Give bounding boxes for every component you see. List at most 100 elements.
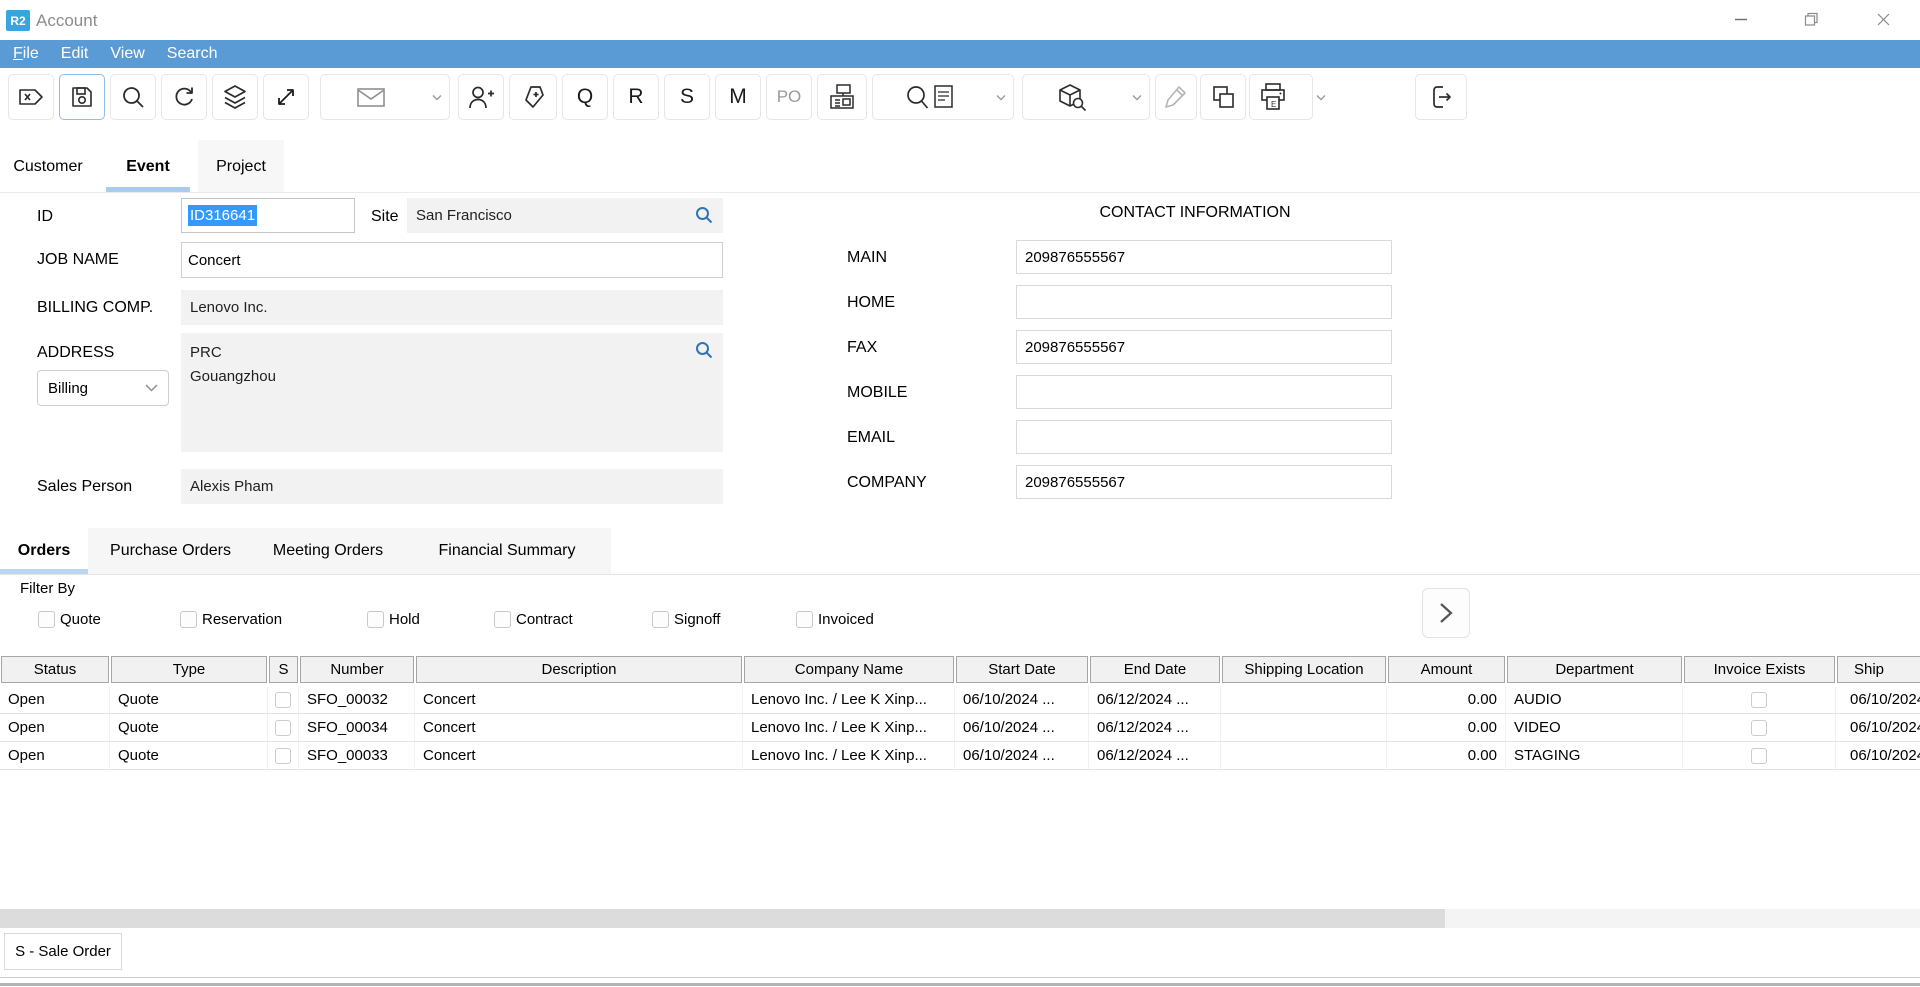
col-ship[interactable]: Ship (1837, 656, 1920, 683)
main-phone-input[interactable] (1016, 240, 1392, 274)
quote-letter-button[interactable]: Q (562, 74, 608, 120)
mail-button[interactable] (320, 74, 450, 120)
sale-letter-button[interactable]: S (664, 74, 710, 120)
col-amount[interactable]: Amount (1388, 656, 1505, 683)
next-panel-button[interactable] (1422, 588, 1470, 638)
tab-event[interactable]: Event (100, 140, 196, 193)
invoice-exists-checkbox[interactable] (1751, 719, 1767, 736)
print-button[interactable]: E (1249, 74, 1326, 120)
tab-customer[interactable]: Customer (0, 140, 96, 193)
search-button[interactable] (110, 74, 156, 120)
tab-orders[interactable]: Orders (0, 528, 88, 574)
tab-meeting-orders[interactable]: Meeting Orders (253, 528, 403, 574)
col-s[interactable]: S (269, 656, 298, 683)
menu-search[interactable]: Search (166, 45, 218, 62)
horizontal-scrollbar-thumb[interactable] (0, 909, 1445, 928)
cell-invoice-exists (1683, 686, 1836, 713)
col-department[interactable]: Department (1507, 656, 1682, 683)
sales-person-label: Sales Person (37, 478, 133, 495)
box-search-button[interactable] (1022, 74, 1150, 120)
sale-order-checkbox[interactable] (275, 691, 291, 708)
hold-checkbox[interactable] (367, 611, 384, 628)
search-document-button[interactable] (872, 74, 1014, 120)
close-record-button[interactable] (8, 74, 54, 120)
signoff-checkbox[interactable] (652, 611, 669, 628)
col-company-name[interactable]: Company Name (744, 656, 954, 683)
job-name-input[interactable]: Concert (181, 242, 723, 278)
filter-invoiced[interactable]: Invoiced (796, 611, 874, 628)
filter-hold[interactable]: Hold (367, 611, 420, 628)
minimize-button[interactable] (1724, 4, 1758, 34)
col-end-date[interactable]: End Date (1090, 656, 1220, 683)
cell-status: Open (0, 686, 110, 713)
copy-button[interactable] (1200, 74, 1246, 120)
col-number[interactable]: Number (300, 656, 414, 683)
reservation-checkbox[interactable] (180, 611, 197, 628)
mail-dropdown-chevron[interactable] (432, 94, 442, 101)
restore-button[interactable] (1794, 4, 1828, 34)
fax-icon (830, 84, 854, 109)
cell-ship: 06/10/2024 ... (1836, 742, 1920, 769)
invoiced-checkbox[interactable] (796, 611, 813, 628)
col-shipping-location[interactable]: Shipping Location (1222, 656, 1386, 683)
print-dropdown-chevron[interactable] (1316, 94, 1326, 101)
add-contact-button[interactable] (458, 74, 504, 120)
expand-button[interactable] (263, 74, 309, 120)
save-button[interactable] (59, 74, 105, 120)
quote-checkbox[interactable] (38, 611, 55, 628)
sale-order-checkbox[interactable] (275, 747, 291, 764)
close-button[interactable] (1866, 4, 1900, 34)
filter-signoff[interactable]: Signoff (652, 611, 720, 628)
meeting-letter-button[interactable]: M (715, 74, 761, 120)
tab-purchase-orders[interactable]: Purchase Orders (88, 528, 253, 574)
order-row[interactable]: Open Quote SFO_00034 Concert Lenovo Inc.… (0, 714, 1920, 742)
layers-button[interactable] (212, 74, 258, 120)
filter-contract[interactable]: Contract (494, 611, 573, 628)
invoice-exists-checkbox[interactable] (1751, 747, 1767, 764)
refresh-button[interactable] (161, 74, 207, 120)
address-type-select[interactable]: Billing (37, 370, 169, 406)
filter-by-label: Filter By (20, 580, 76, 597)
fax-number-input[interactable] (1016, 330, 1392, 364)
col-description[interactable]: Description (416, 656, 742, 683)
address-field[interactable]: PRC Gouangzhou (181, 333, 723, 452)
home-phone-input[interactable] (1016, 285, 1392, 319)
menu-edit[interactable]: Edit (60, 45, 89, 62)
tab-project[interactable]: Project (198, 140, 284, 193)
site-value: San Francisco (416, 207, 512, 224)
sale-order-legend[interactable]: S - Sale Order (4, 933, 122, 970)
menu-file[interactable]: File (13, 45, 39, 62)
search-document-dropdown-chevron[interactable] (996, 94, 1006, 101)
cell-department: STAGING (1506, 742, 1683, 769)
mobile-phone-input[interactable] (1016, 375, 1392, 409)
reservation-letter-button[interactable]: R (613, 74, 659, 120)
site-field[interactable]: San Francisco (407, 198, 723, 233)
contract-checkbox[interactable] (494, 611, 511, 628)
sale-order-checkbox[interactable] (275, 719, 291, 736)
col-start-date[interactable]: Start Date (956, 656, 1088, 683)
site-lookup-button[interactable] (694, 205, 714, 225)
col-status[interactable]: Status (1, 656, 109, 683)
col-invoice-exists[interactable]: Invoice Exists (1684, 656, 1835, 683)
email-input[interactable] (1016, 420, 1392, 454)
invoice-exists-checkbox[interactable] (1751, 691, 1767, 708)
fax-button[interactable] (817, 74, 867, 120)
tag-button[interactable] (509, 74, 557, 120)
order-row[interactable]: Open Quote SFO_00033 Concert Lenovo Inc.… (0, 742, 1920, 770)
cell-number: SFO_00034 (299, 714, 415, 741)
cell-amount: 0.00 (1387, 742, 1506, 769)
menu-view[interactable]: View (110, 45, 145, 62)
filter-reservation[interactable]: Reservation (180, 611, 282, 628)
order-row[interactable]: Open Quote SFO_00032 Concert Lenovo Inc.… (0, 686, 1920, 714)
edit-button (1155, 74, 1197, 120)
chevron-right-icon (1440, 603, 1453, 623)
company-phone-input[interactable] (1016, 465, 1392, 499)
horizontal-scrollbar[interactable] (0, 909, 1920, 928)
id-input[interactable]: ID316641 (181, 198, 355, 233)
tab-financial-summary[interactable]: Financial Summary (403, 528, 611, 574)
col-type[interactable]: Type (111, 656, 267, 683)
exit-button[interactable] (1415, 74, 1467, 120)
box-search-dropdown-chevron[interactable] (1132, 94, 1142, 101)
filter-quote[interactable]: Quote (38, 611, 101, 628)
address-lookup-button[interactable] (694, 340, 714, 360)
